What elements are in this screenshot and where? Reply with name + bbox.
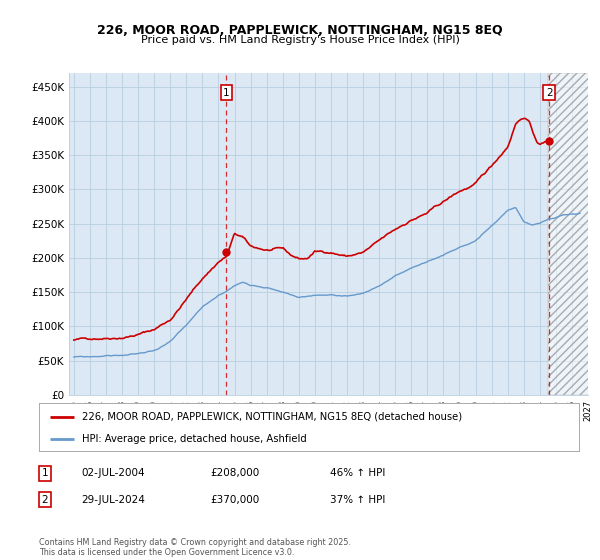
Text: Contains HM Land Registry data © Crown copyright and database right 2025.
This d: Contains HM Land Registry data © Crown c… xyxy=(39,538,351,557)
Text: £370,000: £370,000 xyxy=(210,494,259,505)
Text: 37% ↑ HPI: 37% ↑ HPI xyxy=(330,494,385,505)
Bar xyxy=(548,73,596,395)
Text: 02-JUL-2004: 02-JUL-2004 xyxy=(81,468,145,478)
Text: 1: 1 xyxy=(41,468,49,478)
Text: 2: 2 xyxy=(41,494,49,505)
Text: 2: 2 xyxy=(546,88,553,98)
Text: 226, MOOR ROAD, PAPPLEWICK, NOTTINGHAM, NG15 8EQ: 226, MOOR ROAD, PAPPLEWICK, NOTTINGHAM, … xyxy=(97,24,503,36)
Bar xyxy=(548,73,596,395)
Text: HPI: Average price, detached house, Ashfield: HPI: Average price, detached house, Ashf… xyxy=(82,434,307,444)
Text: 1: 1 xyxy=(223,88,230,98)
Text: 46% ↑ HPI: 46% ↑ HPI xyxy=(330,468,385,478)
Text: 226, MOOR ROAD, PAPPLEWICK, NOTTINGHAM, NG15 8EQ (detached house): 226, MOOR ROAD, PAPPLEWICK, NOTTINGHAM, … xyxy=(82,412,463,422)
Text: Price paid vs. HM Land Registry's House Price Index (HPI): Price paid vs. HM Land Registry's House … xyxy=(140,35,460,45)
Text: 29-JUL-2024: 29-JUL-2024 xyxy=(81,494,145,505)
Text: £208,000: £208,000 xyxy=(210,468,259,478)
